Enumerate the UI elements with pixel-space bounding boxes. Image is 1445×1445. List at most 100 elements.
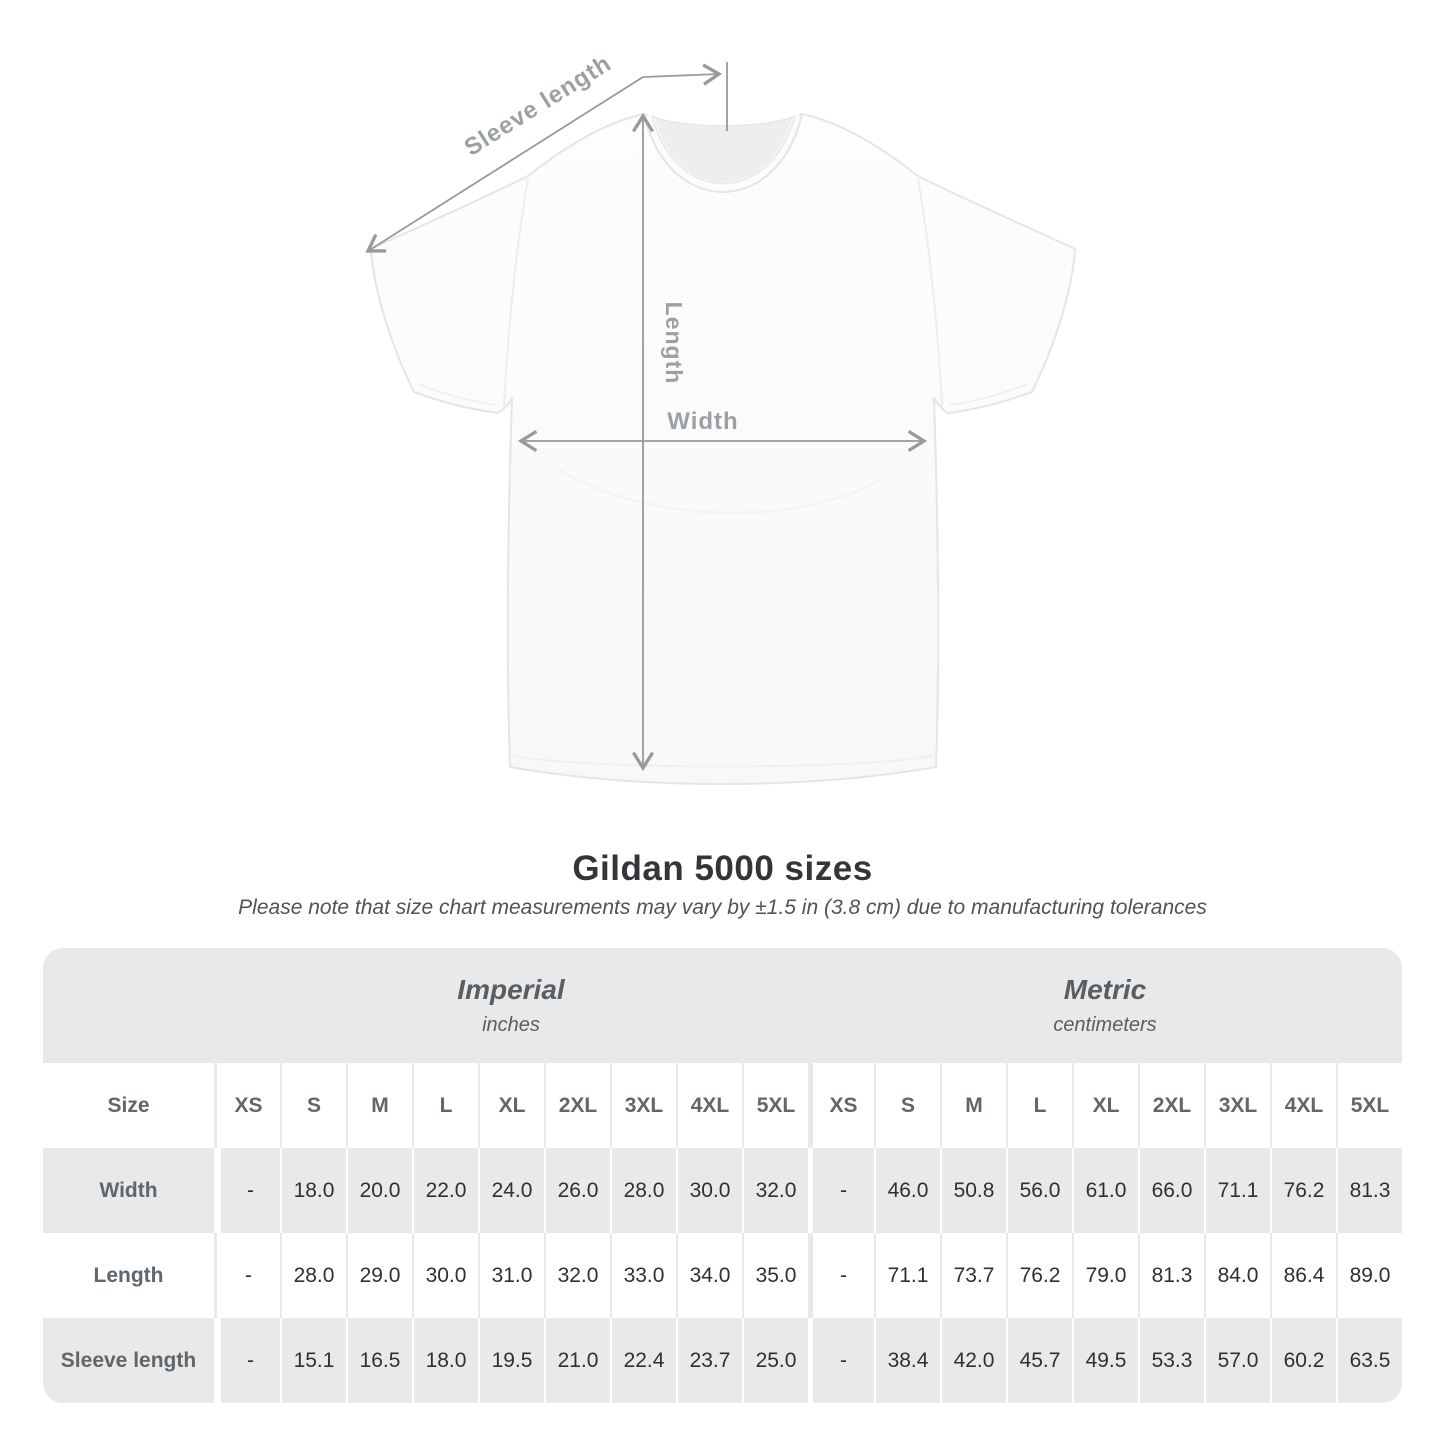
value-cell: 71.1 bbox=[874, 1233, 940, 1318]
measurement-row-length: Length -28.0 29.0 30.0 31.0 32.0 33.0 34.0 35.0-… bbox=[43, 1233, 1402, 1318]
value-cell: - bbox=[214, 1233, 280, 1318]
size-column-header-imperial-3xl: 3XL bbox=[610, 1063, 676, 1148]
length-label: Length bbox=[661, 302, 687, 385]
measurement-row-width: Width -18.0 20.0 22.0 24.0 26.0 28.0 30.0 32.0-4… bbox=[43, 1148, 1402, 1233]
unit-group-sublabel: centimeters bbox=[1053, 1014, 1157, 1036]
measurement-row-sleeve-length: Sleeve length -15.1 16.5 18.0 19.5 21.0 22.4 23… bbox=[43, 1318, 1402, 1403]
size-column-header-imperial-m: M bbox=[346, 1063, 412, 1148]
collar-back-edge bbox=[651, 115, 796, 127]
value-cell: 19.5 bbox=[478, 1318, 544, 1403]
value-cell: 81.3 bbox=[1336, 1148, 1402, 1233]
width-label: Width bbox=[667, 408, 738, 435]
size-column-header-imperial-xs: XS bbox=[214, 1063, 280, 1148]
measurement-arrows bbox=[365, 62, 928, 772]
size-column-header-metric-l: L bbox=[1006, 1063, 1072, 1148]
value-cell: 28.0 bbox=[280, 1233, 346, 1318]
value-cell: 50.8 bbox=[940, 1148, 1006, 1233]
left-armhole-seam bbox=[503, 177, 529, 407]
right-cuff-stitch bbox=[949, 383, 1029, 406]
collar-band bbox=[642, 113, 805, 194]
right-armhole-seam bbox=[917, 177, 943, 407]
value-cell: 56.0 bbox=[1006, 1148, 1072, 1233]
value-cell: 57.0 bbox=[1204, 1318, 1270, 1403]
unit-group-metric: Metric centimeters bbox=[808, 948, 1402, 1063]
value-cell: 30.0 bbox=[676, 1148, 742, 1233]
value-cell: - bbox=[808, 1318, 874, 1403]
row-label: Sleeve length bbox=[60, 1348, 197, 1372]
size-column-header-imperial-xl: XL bbox=[478, 1063, 544, 1148]
unit-group-sublabel: inches bbox=[482, 1014, 540, 1036]
value-cell: 45.7 bbox=[1006, 1318, 1072, 1403]
value-cell: 76.2 bbox=[1006, 1233, 1072, 1318]
value-cell: 63.5 bbox=[1336, 1318, 1402, 1403]
value-cell: 66.0 bbox=[1138, 1148, 1204, 1233]
value-cell: 18.0 bbox=[412, 1318, 478, 1403]
unit-group-row: Imperial inches Metric centimeters bbox=[43, 948, 1402, 1063]
value-cell: 26.0 bbox=[544, 1148, 610, 1233]
value-cell: 42.0 bbox=[940, 1318, 1006, 1403]
size-column-header-metric-3xl: 3XL bbox=[1204, 1063, 1270, 1148]
size-header-row: Size XS S M L XL 2XL 3XL 4XL 5XL XS S M L XL 2XL 3XL 4XL 5… bbox=[43, 1063, 1402, 1148]
value-cell: 89.0 bbox=[1336, 1233, 1402, 1318]
value-cell: 30.0 bbox=[412, 1233, 478, 1318]
value-cell: 76.2 bbox=[1270, 1148, 1336, 1233]
unit-group-label: Metric bbox=[1063, 974, 1147, 1005]
value-cell: 32.0 bbox=[544, 1233, 610, 1318]
value-cell: 32.0 bbox=[742, 1148, 808, 1233]
size-column-header-imperial-s: S bbox=[280, 1063, 346, 1148]
value-cell: - bbox=[808, 1233, 874, 1318]
value-cell: 25.0 bbox=[742, 1318, 808, 1403]
group-corner-cell bbox=[43, 948, 214, 1063]
tshirt-photo bbox=[370, 113, 1076, 785]
tolerance-note: Please note that size chart measurements… bbox=[238, 896, 1207, 919]
collar-outer-seam bbox=[643, 113, 803, 193]
size-column-header-metric-xl: XL bbox=[1072, 1063, 1138, 1148]
value-cell: - bbox=[214, 1148, 280, 1233]
value-cell: 38.4 bbox=[874, 1318, 940, 1403]
unit-group-label: Imperial bbox=[457, 974, 565, 1005]
size-column-header-metric-4xl: 4XL bbox=[1270, 1063, 1336, 1148]
value-cell: 24.0 bbox=[478, 1148, 544, 1233]
value-cell: 86.4 bbox=[1270, 1233, 1336, 1318]
value-cell: 16.5 bbox=[346, 1318, 412, 1403]
row-label: Width bbox=[99, 1178, 158, 1202]
collar-opening bbox=[652, 116, 795, 184]
hem-stitch bbox=[513, 755, 933, 768]
size-column-header-imperial-4xl: 4XL bbox=[676, 1063, 742, 1148]
size-column-header-metric-m: M bbox=[940, 1063, 1006, 1148]
collar-inner-seam bbox=[651, 115, 796, 185]
value-cell: - bbox=[808, 1148, 874, 1233]
value-cell: 18.0 bbox=[280, 1148, 346, 1233]
sleeve-length-arrow-horizontal bbox=[642, 63, 723, 86]
value-cell: 28.0 bbox=[610, 1148, 676, 1233]
value-cell: 71.1 bbox=[1204, 1148, 1270, 1233]
value-cell: 46.0 bbox=[874, 1148, 940, 1233]
size-table: Imperial inches Metric centimeters Size XS S M L… bbox=[43, 948, 1402, 1403]
tshirt-measurement-diagram: Sleeve length Length Width bbox=[365, 50, 1076, 785]
value-cell: 31.0 bbox=[478, 1233, 544, 1318]
sleeve-length-arrow-diagonal bbox=[365, 76, 644, 253]
value-cell: 15.1 bbox=[280, 1318, 346, 1403]
size-column-header-imperial-2xl: 2XL bbox=[544, 1063, 610, 1148]
value-cell: 22.4 bbox=[610, 1318, 676, 1403]
value-cell: 22.0 bbox=[412, 1148, 478, 1233]
size-column-header-imperial-l: L bbox=[412, 1063, 478, 1148]
value-cell: 34.0 bbox=[676, 1233, 742, 1318]
value-cell: 29.0 bbox=[346, 1233, 412, 1318]
value-cell: 61.0 bbox=[1072, 1148, 1138, 1233]
value-cell: 23.7 bbox=[676, 1318, 742, 1403]
page-title: Gildan 5000 sizes bbox=[572, 849, 873, 888]
value-cell: 84.0 bbox=[1204, 1233, 1270, 1318]
value-cell: 60.2 bbox=[1270, 1318, 1336, 1403]
size-column-header-metric-5xl: 5XL bbox=[1336, 1063, 1402, 1148]
size-column-header-metric-s: S bbox=[874, 1063, 940, 1148]
row-label: Length bbox=[93, 1263, 164, 1287]
value-cell: - bbox=[214, 1318, 280, 1403]
fabric-wrinkle bbox=[559, 468, 881, 515]
value-cell: 79.0 bbox=[1072, 1233, 1138, 1318]
value-cell: 20.0 bbox=[346, 1148, 412, 1233]
value-cell: 33.0 bbox=[610, 1233, 676, 1318]
size-column-header-metric-xs: XS bbox=[808, 1063, 874, 1148]
value-cell: 53.3 bbox=[1138, 1318, 1204, 1403]
